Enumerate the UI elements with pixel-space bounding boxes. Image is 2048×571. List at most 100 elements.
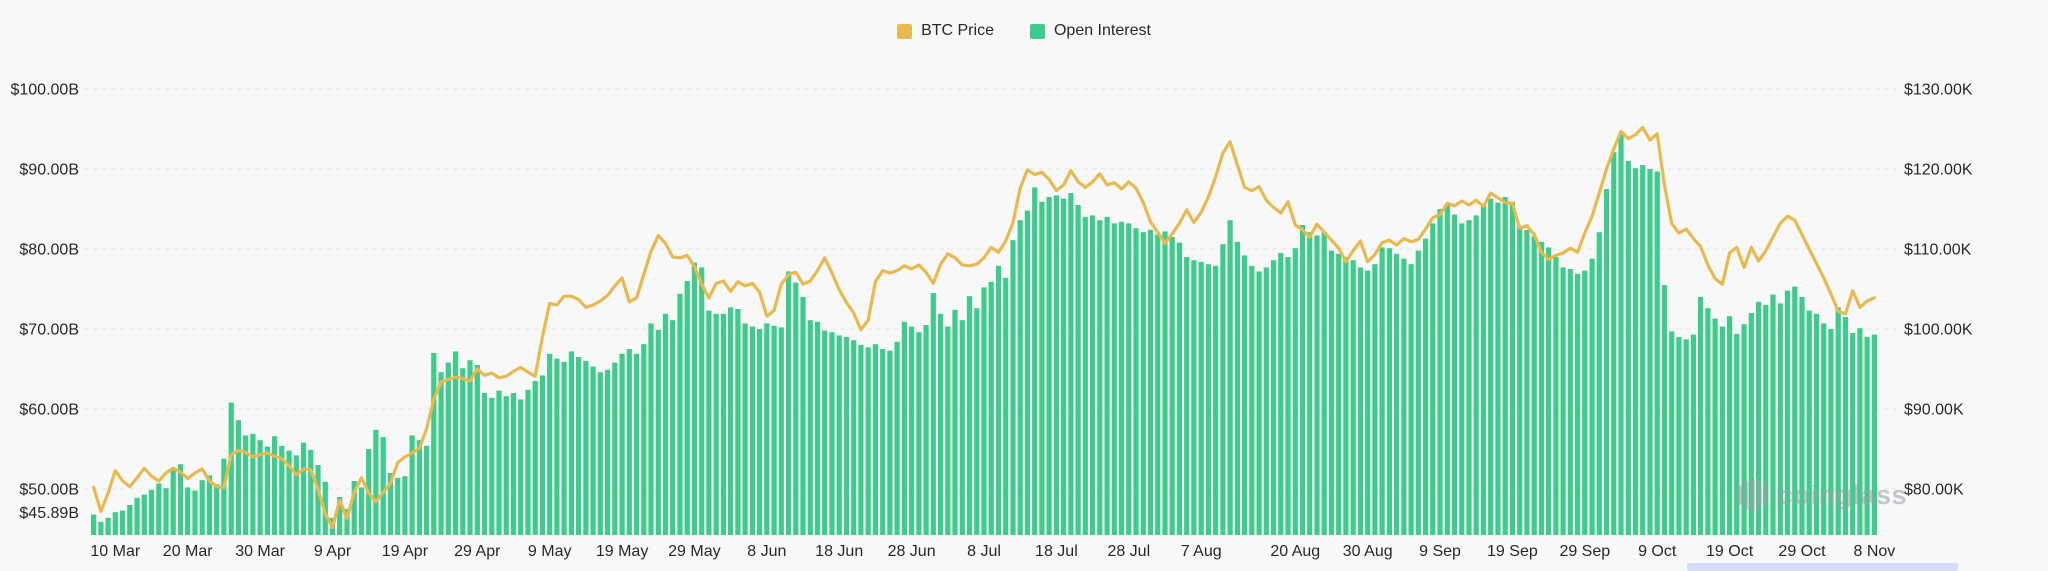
oi-bar[interactable] — [1285, 257, 1291, 535]
oi-bar[interactable] — [315, 465, 321, 535]
oi-bar[interactable] — [699, 267, 705, 535]
oi-bar[interactable] — [1871, 334, 1877, 535]
oi-bar[interactable] — [510, 393, 517, 535]
oi-bar[interactable] — [1090, 215, 1096, 535]
oi-bar[interactable] — [228, 402, 234, 535]
oi-bar[interactable] — [1437, 209, 1443, 535]
oi-bar[interactable] — [1864, 337, 1870, 535]
oi-bar[interactable] — [503, 396, 509, 535]
oi-bar[interactable] — [662, 313, 669, 535]
oi-bar[interactable] — [1220, 244, 1226, 535]
oi-bar[interactable] — [1828, 329, 1834, 535]
oi-bar[interactable] — [91, 514, 97, 535]
oi-bar[interactable] — [177, 464, 184, 535]
oi-bar[interactable] — [1003, 277, 1009, 535]
oi-bar[interactable] — [1046, 197, 1052, 535]
oi-bar[interactable] — [1336, 253, 1342, 536]
open-interest-bars[interactable] — [91, 133, 1877, 536]
oi-bar[interactable] — [1502, 197, 1508, 535]
oi-bar[interactable] — [1133, 228, 1139, 535]
oi-bar[interactable] — [1307, 232, 1313, 535]
oi-bar[interactable] — [1191, 260, 1197, 535]
oi-bar[interactable] — [1451, 214, 1458, 535]
oi-bar[interactable] — [952, 309, 958, 535]
oi-bar[interactable] — [1234, 241, 1240, 536]
oi-bar[interactable] — [373, 429, 379, 535]
oi-bar[interactable] — [1176, 242, 1182, 535]
oi-bar[interactable] — [909, 326, 915, 535]
oi-bar[interactable] — [1423, 238, 1429, 535]
oi-bar[interactable] — [1603, 189, 1610, 535]
oi-bar[interactable] — [612, 362, 618, 535]
oi-bar[interactable] — [547, 353, 553, 535]
oi-bar[interactable] — [1357, 267, 1363, 535]
oi-bar[interactable] — [554, 358, 560, 535]
oi-bar[interactable] — [1690, 334, 1696, 535]
oi-bar[interactable] — [1669, 331, 1675, 535]
oi-bar[interactable] — [1408, 264, 1414, 535]
oi-bar[interactable] — [1719, 326, 1725, 535]
oi-bar[interactable] — [156, 483, 162, 535]
oi-bar[interactable] — [583, 361, 589, 535]
oi-bar[interactable] — [916, 332, 922, 535]
oi-bar[interactable] — [1763, 305, 1769, 535]
oi-bar[interactable] — [1596, 232, 1602, 535]
oi-bar[interactable] — [293, 455, 299, 535]
oi-bar[interactable] — [1415, 250, 1421, 535]
oi-bar[interactable] — [1271, 260, 1277, 535]
oi-bar[interactable] — [1459, 223, 1465, 535]
oi-bar[interactable] — [778, 327, 784, 535]
oi-bar[interactable] — [1242, 255, 1248, 535]
oi-bar[interactable] — [793, 282, 799, 535]
oi-bar[interactable] — [1741, 324, 1747, 535]
oi-bar[interactable] — [843, 337, 850, 535]
oi-bar[interactable] — [1061, 198, 1067, 535]
oi-bar[interactable] — [691, 262, 697, 535]
oi-bar[interactable] — [706, 310, 712, 535]
oi-bar[interactable] — [887, 350, 893, 535]
oi-bar[interactable] — [112, 512, 118, 535]
oi-bar[interactable] — [1531, 236, 1537, 535]
oi-bar[interactable] — [576, 357, 582, 535]
oi-bar[interactable] — [214, 484, 220, 535]
oi-bar[interactable] — [120, 510, 126, 535]
oi-bar[interactable] — [1698, 297, 1704, 535]
oi-bar[interactable] — [1314, 235, 1320, 535]
oi-bar[interactable] — [286, 450, 292, 535]
oi-bar[interactable] — [1386, 248, 1392, 535]
oi-bar[interactable] — [532, 381, 538, 535]
oi-bar[interactable] — [742, 323, 748, 535]
oi-bar[interactable] — [134, 497, 140, 535]
oi-bar[interactable] — [619, 353, 625, 535]
oi-bar[interactable] — [1053, 195, 1059, 535]
oi-bar[interactable] — [221, 458, 227, 535]
oi-bar[interactable] — [1213, 265, 1219, 535]
oi-bar[interactable] — [1104, 217, 1110, 535]
oi-bar[interactable] — [1567, 269, 1573, 535]
oi-bar[interactable] — [1560, 267, 1566, 535]
oi-bar[interactable] — [539, 375, 545, 535]
oi-bar[interactable] — [105, 517, 111, 535]
oi-bar[interactable] — [351, 481, 357, 535]
oi-bar[interactable] — [930, 293, 936, 535]
oi-bar[interactable] — [1118, 221, 1125, 536]
legend-item-open-interest[interactable]: Open Interest — [1029, 22, 1151, 40]
oi-bar[interactable] — [988, 281, 994, 535]
oi-bar[interactable] — [141, 494, 147, 535]
oi-bar[interactable] — [1589, 258, 1595, 535]
oi-bar[interactable] — [1263, 267, 1269, 535]
oi-bar[interactable] — [1343, 257, 1349, 535]
oi-bar[interactable] — [670, 320, 676, 535]
oi-bar[interactable] — [402, 476, 408, 535]
oi-bar[interactable] — [481, 393, 488, 535]
oi-bar[interactable] — [1024, 210, 1030, 535]
oi-bar[interactable] — [641, 344, 647, 535]
oi-bar[interactable] — [561, 361, 567, 535]
oi-bar[interactable] — [409, 435, 415, 535]
oi-bar[interactable] — [1524, 229, 1530, 536]
oi-bar[interactable] — [272, 436, 278, 535]
oi-bar[interactable] — [807, 320, 813, 535]
oi-bar[interactable] — [518, 399, 524, 535]
oi-bar[interactable] — [387, 473, 393, 535]
